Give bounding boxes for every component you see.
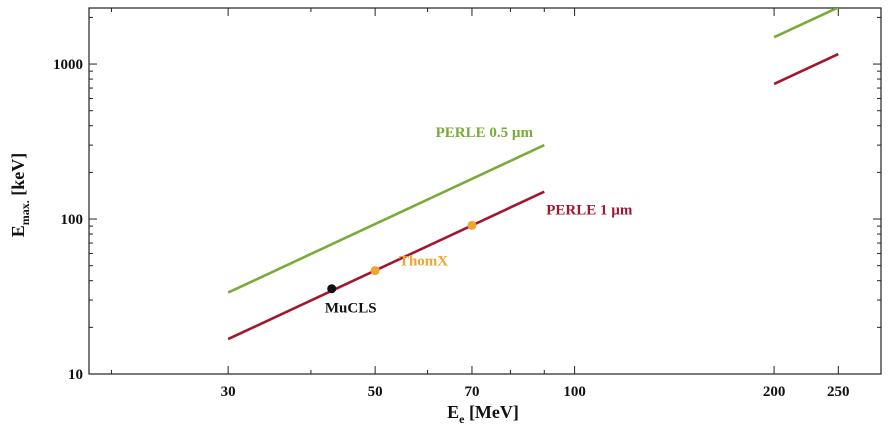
y-tick-label: 100 <box>61 212 84 228</box>
x-tick-label: 70 <box>464 384 479 400</box>
series-line-perle-05um <box>773 8 839 39</box>
data-point-thomx <box>370 266 380 276</box>
y-axis-title-main: E <box>8 225 28 237</box>
y-axis-title-sub: max. <box>18 200 32 225</box>
x-axis-title-main: E <box>447 402 459 422</box>
x-tick-label: 250 <box>827 384 850 400</box>
x-axis-title-unit: [MeV] <box>464 402 518 422</box>
y-tick-label: 10 <box>68 367 83 383</box>
data-point-mucls <box>327 284 337 294</box>
label-mucls: MuCLS <box>325 301 377 317</box>
label-perle-1um: PERLE 1 µm <box>546 203 633 219</box>
y-axis-title-unit: [keV] <box>8 153 28 201</box>
series-line-perle-05um <box>227 143 545 294</box>
x-axis-title-sub: e <box>459 412 465 425</box>
label-perle-05um: PERLE 0.5 µm <box>436 125 534 141</box>
x-tick-label: 50 <box>368 384 383 400</box>
x-tick-label: 30 <box>221 384 236 400</box>
label-thomx: ThomX <box>399 254 448 270</box>
y-tick-label: 1000 <box>53 57 83 73</box>
plot-frame <box>88 7 882 375</box>
series-line-perle-1um <box>773 52 839 86</box>
data-point-thomx <box>467 220 477 230</box>
x-tick-label: 100 <box>563 384 586 400</box>
series-line-perle-1um <box>227 190 545 341</box>
y-axis-title: Emax. [keV] <box>8 153 32 238</box>
x-tick-label: 200 <box>763 384 786 400</box>
x-axis-title: Ee [MeV] <box>447 402 519 425</box>
